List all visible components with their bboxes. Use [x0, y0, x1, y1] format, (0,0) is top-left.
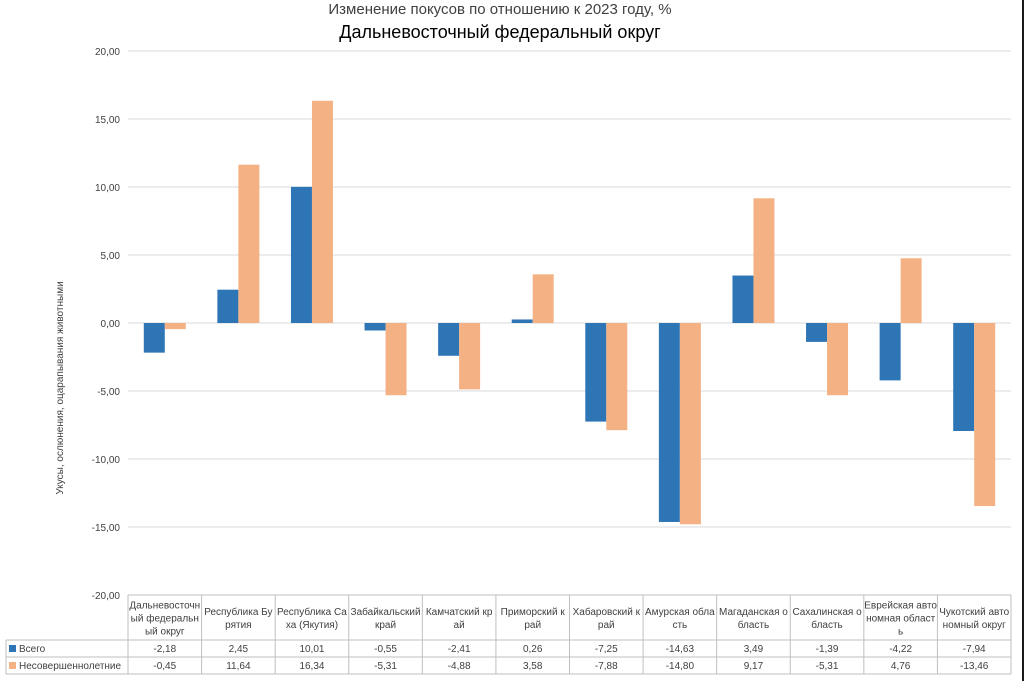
data-value: 4,76: [891, 661, 911, 672]
data-value: -7,88: [595, 661, 618, 672]
bar-total: [438, 323, 460, 356]
category-label: Сахалинская о: [792, 607, 862, 618]
category-label: край: [375, 620, 396, 631]
data-value: -5,31: [816, 661, 839, 672]
category-label: сть: [672, 620, 687, 631]
category-label: Хабаровский к: [573, 606, 641, 618]
category-label: ха (Якутия): [286, 620, 338, 631]
bar-minors: [974, 323, 996, 507]
bar-total: [806, 323, 828, 342]
data-value: 3,58: [523, 661, 543, 672]
legend-key-total: [9, 645, 16, 652]
y-tick-label: 10,00: [95, 183, 120, 194]
category-label: номный округ: [943, 620, 1006, 631]
bar-minors: [753, 198, 775, 323]
category-label: Амурская обла: [645, 606, 715, 618]
bar-total: [511, 319, 533, 323]
bar-total: [879, 323, 901, 381]
y-tick-label: 5,00: [101, 251, 121, 262]
bar-total: [143, 323, 165, 353]
data-value: -2,41: [448, 644, 471, 655]
category-label: рай: [598, 620, 615, 631]
data-value: -2,18: [153, 644, 176, 655]
bar-minors: [827, 323, 849, 396]
bar-minors: [532, 274, 554, 323]
bar-minors: [311, 100, 333, 323]
bar-minors: [900, 258, 922, 323]
data-value: -14,80: [666, 661, 695, 672]
bar-total: [364, 323, 386, 331]
y-tick-label: -10,00: [92, 455, 121, 466]
category-label: ай: [454, 620, 465, 631]
bar-minors: [606, 323, 628, 431]
bar-total: [732, 275, 754, 323]
category-label: Республика Бу: [204, 606, 272, 618]
bars: [143, 100, 996, 525]
data-value: -4,88: [448, 661, 471, 672]
y-tick-label: -5,00: [97, 387, 120, 398]
category-label: Дальневосточн: [129, 601, 200, 612]
y-tick-label: 15,00: [95, 115, 120, 126]
category-label: бласть: [738, 619, 769, 631]
data-value: -5,31: [374, 661, 397, 672]
data-table: Дальневосточный федеральн ый округ Республ…: [5, 594, 1012, 675]
y-tick-label: 0,00: [101, 319, 121, 330]
bar-total: [290, 186, 312, 323]
category-label: Республика Са: [277, 606, 347, 618]
data-value: -7,94: [963, 644, 986, 655]
y-axis-label: Укусы, ослюнения, оцарапывания животными: [55, 281, 66, 494]
data-value: -7,25: [595, 644, 618, 655]
bar-minors: [238, 164, 260, 323]
category-label: бласть: [811, 619, 842, 631]
bar-minors: [679, 323, 701, 525]
chart-subtitle: Дальневосточный федеральный округ: [339, 22, 661, 42]
category-label: ь: [898, 627, 903, 638]
bar-total: [953, 323, 975, 431]
bar-minors: [385, 323, 407, 396]
y-tick-label: -20,00: [92, 591, 121, 602]
data-value: 0,26: [523, 644, 543, 655]
bar-total: [658, 323, 680, 522]
category-label: ый федеральн: [131, 613, 199, 625]
chart-title: Изменение покусов по отношению к 2023 го…: [328, 1, 671, 18]
category-label: Забайкальский: [351, 606, 421, 618]
bar-minors: [459, 323, 481, 390]
category-label: Камчатский кр: [426, 607, 493, 618]
category-label: Чукотский авто: [939, 607, 1009, 618]
category-label: рятия: [225, 620, 251, 631]
legend-key-minors: [9, 662, 16, 669]
data-value: 3,49: [744, 644, 764, 655]
data-value: -1,39: [816, 644, 839, 655]
data-value: 9,17: [744, 661, 764, 672]
data-value: -13,46: [960, 661, 989, 672]
window-edge: [1022, 0, 1024, 681]
data-value: -14,63: [666, 644, 695, 655]
y-tick-label: 20,00: [95, 47, 120, 58]
category-label: рай: [524, 620, 541, 631]
data-value: -4,22: [889, 644, 912, 655]
data-value: -0,45: [153, 661, 176, 672]
category-label: Еврейская авто: [864, 601, 937, 612]
y-tick-label: -15,00: [92, 523, 121, 534]
category-label: Приморский к: [501, 607, 566, 618]
data-value: 16,34: [299, 661, 324, 672]
legend-label: Несовершеннолетние: [19, 661, 122, 672]
bar-minors: [164, 323, 186, 330]
legend-label: Всего: [19, 644, 46, 655]
category-label: Магаданская о: [719, 607, 788, 618]
bar-total: [585, 323, 607, 422]
data-value: -0,55: [374, 644, 397, 655]
bar-total: [217, 289, 239, 323]
category-label: номная област: [866, 613, 935, 625]
gridlines: [128, 50, 1011, 528]
data-value: 11,64: [226, 661, 251, 672]
data-value: 2,45: [229, 644, 249, 655]
y-axis-ticks: 20,00 15,00 10,00 5,00 0,00 -5,00 -10,00 -15,00…: [92, 47, 121, 602]
data-value: 10,01: [299, 644, 324, 655]
category-label: ый округ: [145, 627, 185, 638]
